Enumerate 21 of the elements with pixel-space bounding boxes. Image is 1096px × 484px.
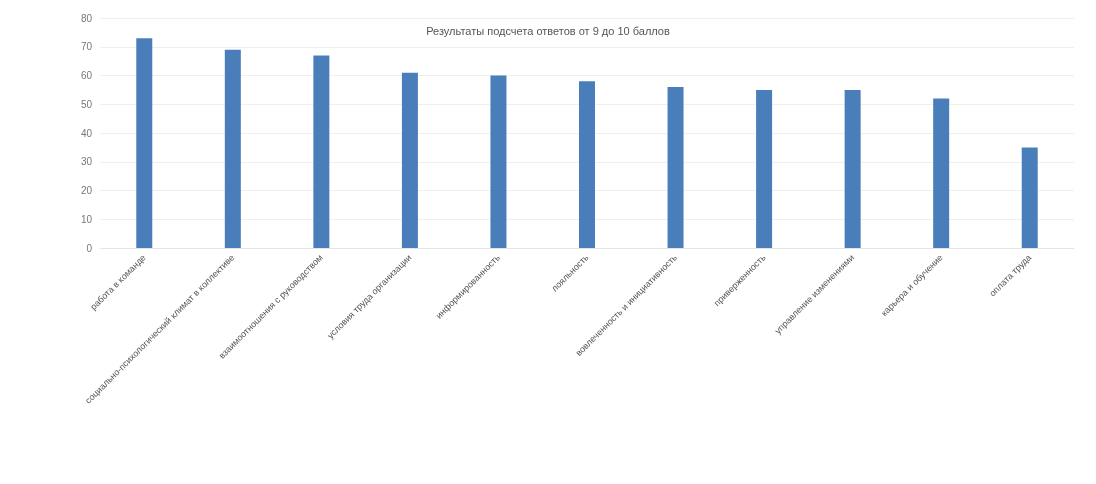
- y-tick-label: 60: [80, 70, 93, 81]
- bar: [756, 89, 773, 248]
- y-tick-label: 80: [80, 12, 93, 24]
- bar: [579, 81, 595, 248]
- bar: [844, 89, 861, 248]
- bar: [1021, 147, 1038, 248]
- bar: [401, 72, 418, 248]
- bar: [490, 75, 507, 248]
- y-tick-label: 10: [80, 213, 93, 225]
- y-tick-label: 70: [80, 41, 93, 53]
- y-tick-label: 0: [86, 242, 93, 254]
- bar: [136, 38, 153, 248]
- y-tick-label: 20: [80, 185, 93, 196]
- bar: [933, 98, 950, 248]
- bar: [667, 87, 684, 248]
- y-tick-label: 30: [80, 156, 93, 168]
- bar: [224, 49, 241, 248]
- y-tick-label: 40: [80, 127, 93, 139]
- y-tick-label: 50: [80, 98, 93, 110]
- bar: [313, 55, 330, 248]
- text: Результаты подсчета ответов от 9 до 10 баллов: [426, 24, 670, 37]
